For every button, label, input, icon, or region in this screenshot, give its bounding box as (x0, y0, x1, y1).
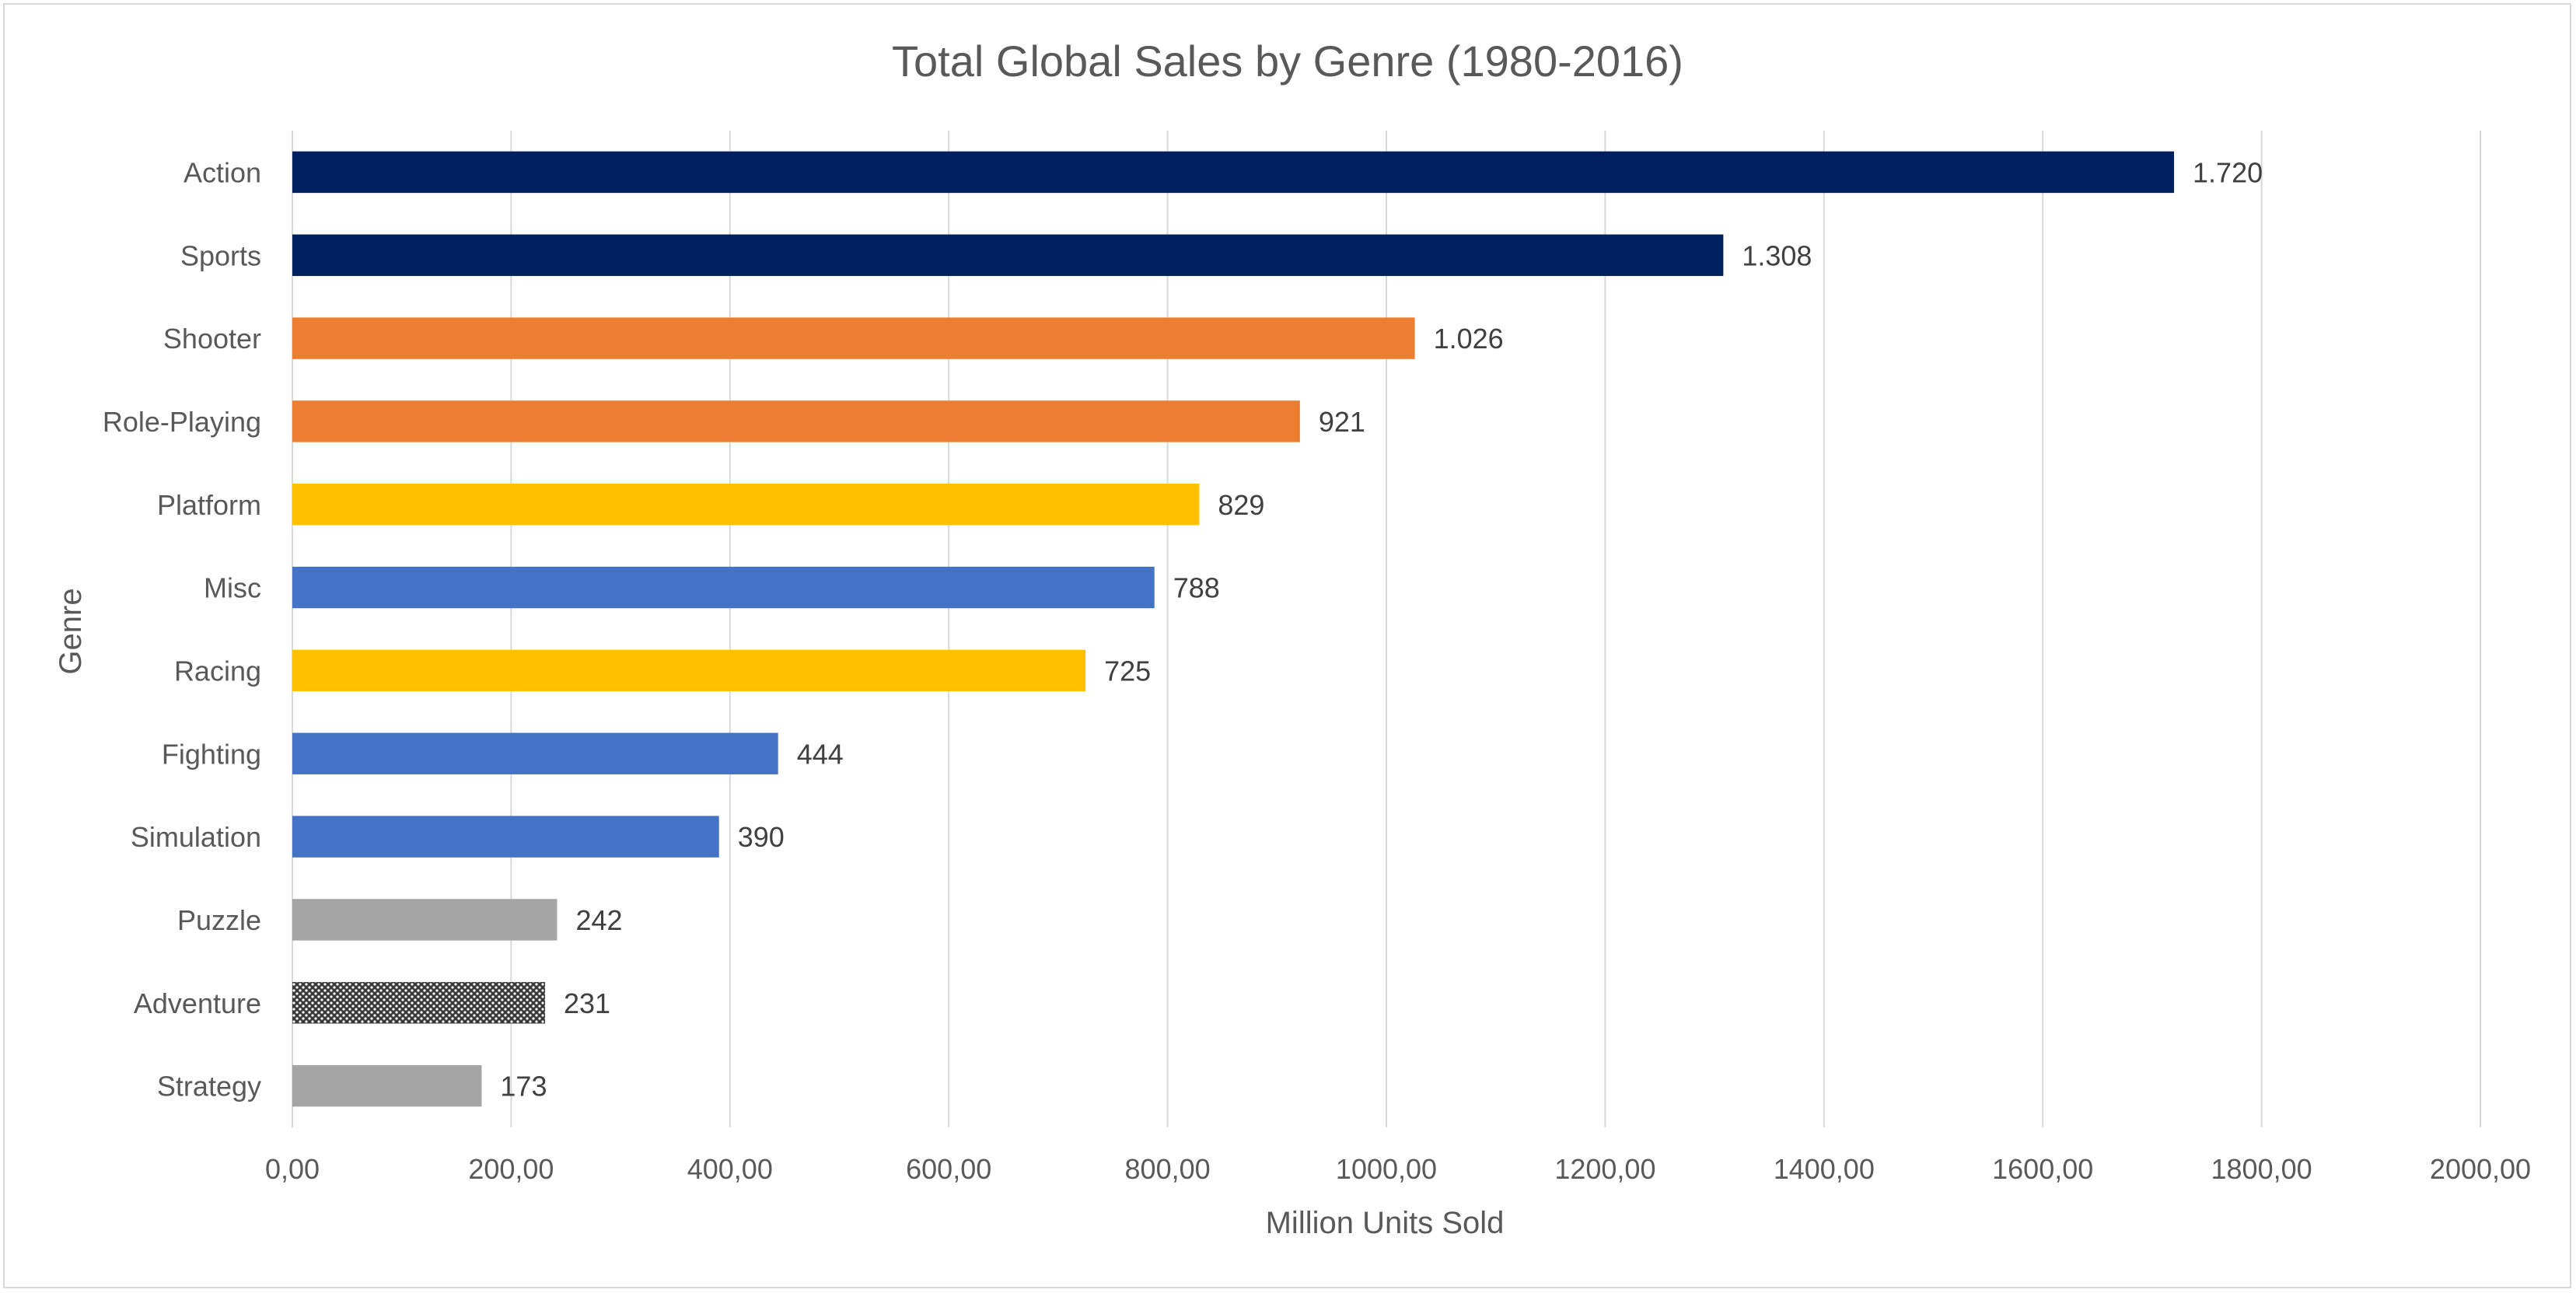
category-label: Role-Playing (103, 406, 261, 438)
x-tick-label: 800,00 (1125, 1153, 1211, 1185)
data-label: 1.026 (1434, 323, 1504, 355)
bar-shooter (292, 317, 1415, 359)
x-tick-label: 1600,00 (1992, 1153, 2093, 1185)
data-label: 921 (1319, 406, 1365, 438)
category-label: Misc (204, 572, 261, 604)
data-label: 173 (500, 1071, 547, 1103)
bar-platform (292, 484, 1200, 526)
x-tick-label: 1200,00 (1554, 1153, 1655, 1185)
bar-strategy (292, 1064, 482, 1107)
data-labels: 1.720 1.308 1.026 921 829 788 725 444 390 242 231 1… (500, 156, 2263, 1102)
x-tick-label: 600,00 (906, 1153, 991, 1185)
x-tick-label: 0,00 (265, 1153, 320, 1185)
bar-sports (292, 234, 1724, 276)
y-axis-title: Genre (54, 588, 88, 674)
bar-adventure (292, 982, 546, 1024)
category-label: Simulation (131, 821, 261, 853)
x-axis-title: Million Units Sold (1266, 1206, 1505, 1240)
data-label: 242 (575, 904, 622, 936)
x-tick-label: 2000,00 (2430, 1153, 2531, 1185)
category-label: Adventure (134, 987, 261, 1019)
category-label: Action (184, 156, 261, 188)
category-label: Fighting (162, 738, 261, 770)
x-tick-label: 1800,00 (2211, 1153, 2312, 1185)
data-label: 390 (738, 821, 785, 853)
category-label: Shooter (163, 323, 261, 355)
data-label: 231 (564, 987, 610, 1019)
bar-racing (292, 649, 1086, 692)
bar-puzzle (292, 899, 557, 941)
bar-fighting (292, 732, 778, 774)
category-label: Sports (180, 239, 261, 271)
data-label: 1.308 (1742, 239, 1812, 271)
bar-action (292, 151, 2175, 194)
category-label: Puzzle (177, 904, 261, 936)
category-label: Strategy (157, 1071, 261, 1103)
x-tick-label: 1000,00 (1336, 1153, 1437, 1185)
category-label: Racing (174, 655, 261, 687)
bar-role-playing (292, 400, 1300, 442)
bars (292, 151, 2175, 1107)
data-label: 788 (1173, 572, 1220, 604)
x-tick-label: 200,00 (468, 1153, 554, 1185)
x-tick-label: 400,00 (687, 1153, 773, 1185)
bar-misc (292, 566, 1155, 609)
bar-simulation (292, 816, 719, 858)
x-tick-label: 1400,00 (1774, 1153, 1875, 1185)
category-label: Platform (157, 489, 261, 521)
data-label: 725 (1104, 655, 1151, 687)
category-axis-labels: Action Sports Shooter Role-Playing Platform M… (103, 156, 261, 1102)
data-label: 829 (1218, 489, 1264, 521)
data-label: 1.720 (2193, 156, 2263, 188)
data-label: 444 (797, 738, 844, 770)
chart-title: Total Global Sales by Genre (1980-2016) (892, 37, 1683, 86)
gridlines (292, 131, 2481, 1127)
value-axis-tick-labels: 0,00 200,00 400,00 600,00 800,00 1000,00 1200,… (265, 1153, 2531, 1185)
